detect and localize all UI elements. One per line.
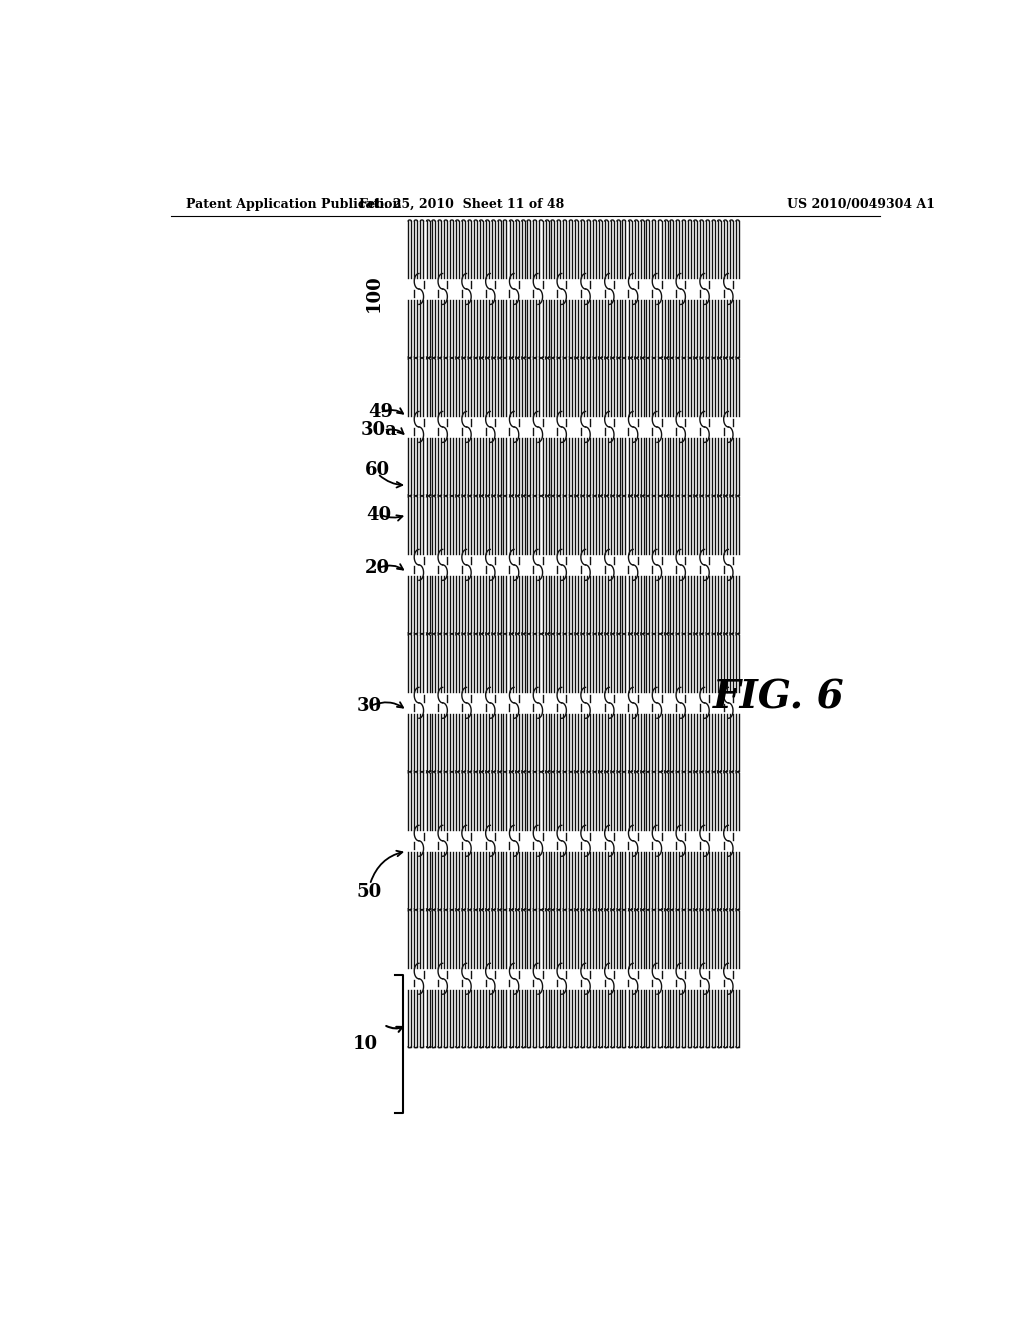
Text: Feb. 25, 2010  Sheet 11 of 48: Feb. 25, 2010 Sheet 11 of 48	[358, 198, 564, 211]
Text: 49: 49	[369, 404, 393, 421]
Text: 20: 20	[365, 560, 389, 577]
Text: FIG. 6: FIG. 6	[713, 678, 845, 717]
Text: US 2010/0049304 A1: US 2010/0049304 A1	[786, 198, 935, 211]
Text: 30a: 30a	[360, 421, 397, 440]
Text: 60: 60	[365, 461, 389, 479]
Text: 50: 50	[356, 883, 382, 902]
Text: 100: 100	[365, 275, 382, 312]
Text: 10: 10	[352, 1035, 378, 1053]
Text: 30: 30	[356, 697, 382, 715]
Text: 40: 40	[367, 506, 392, 524]
Text: Patent Application Publication: Patent Application Publication	[186, 198, 401, 211]
